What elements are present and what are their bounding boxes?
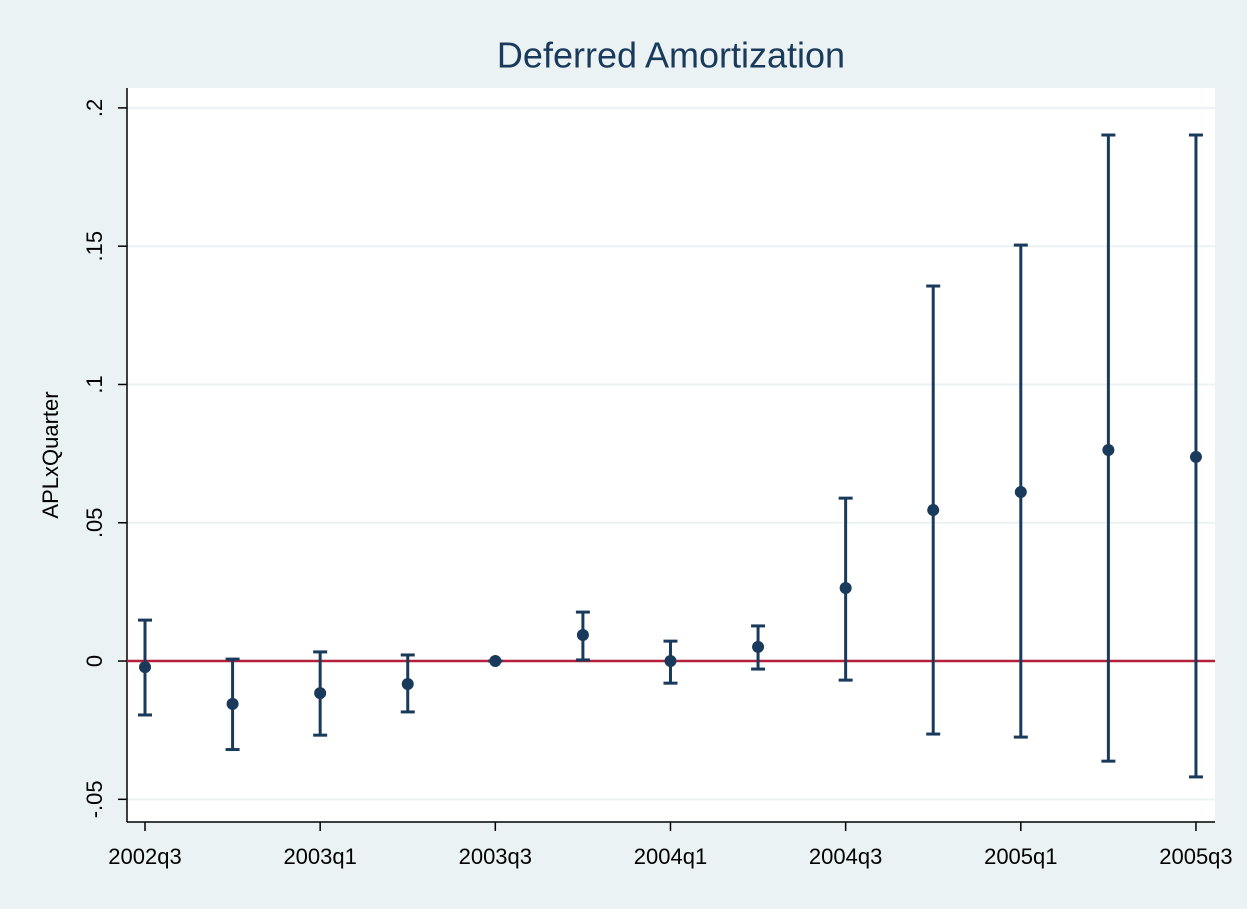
y-tick-label: .05	[82, 507, 107, 538]
y-tick-label: .2	[82, 99, 107, 117]
point	[1102, 444, 1115, 457]
x-tick-label: 2002q3	[108, 844, 181, 869]
x-tick-label: 2004q1	[634, 844, 707, 869]
y-tick-label: -.05	[82, 780, 107, 818]
point	[752, 640, 765, 653]
point	[314, 687, 327, 700]
point	[839, 582, 852, 595]
y-tick-label: .1	[82, 375, 107, 393]
chart-title: Deferred Amortization	[497, 35, 845, 76]
y-axis-label: APLxQuarter	[38, 391, 63, 518]
x-tick-label: 2003q3	[459, 844, 532, 869]
x-tick-label: 2004q3	[809, 844, 882, 869]
x-tick-label: 2003q1	[283, 844, 356, 869]
y-tick-label: .15	[82, 231, 107, 262]
x-tick-label: 2005q3	[1159, 844, 1232, 869]
point	[664, 655, 677, 668]
y-tick-label: 0	[82, 655, 107, 667]
plot-area	[127, 88, 1215, 822]
point	[927, 504, 940, 517]
point	[576, 629, 589, 642]
point	[1189, 450, 1202, 463]
x-tick-label: 2005q1	[984, 844, 1057, 869]
point	[489, 655, 502, 668]
point	[1014, 486, 1027, 499]
point	[226, 697, 239, 710]
point	[139, 661, 151, 674]
point	[401, 677, 414, 690]
